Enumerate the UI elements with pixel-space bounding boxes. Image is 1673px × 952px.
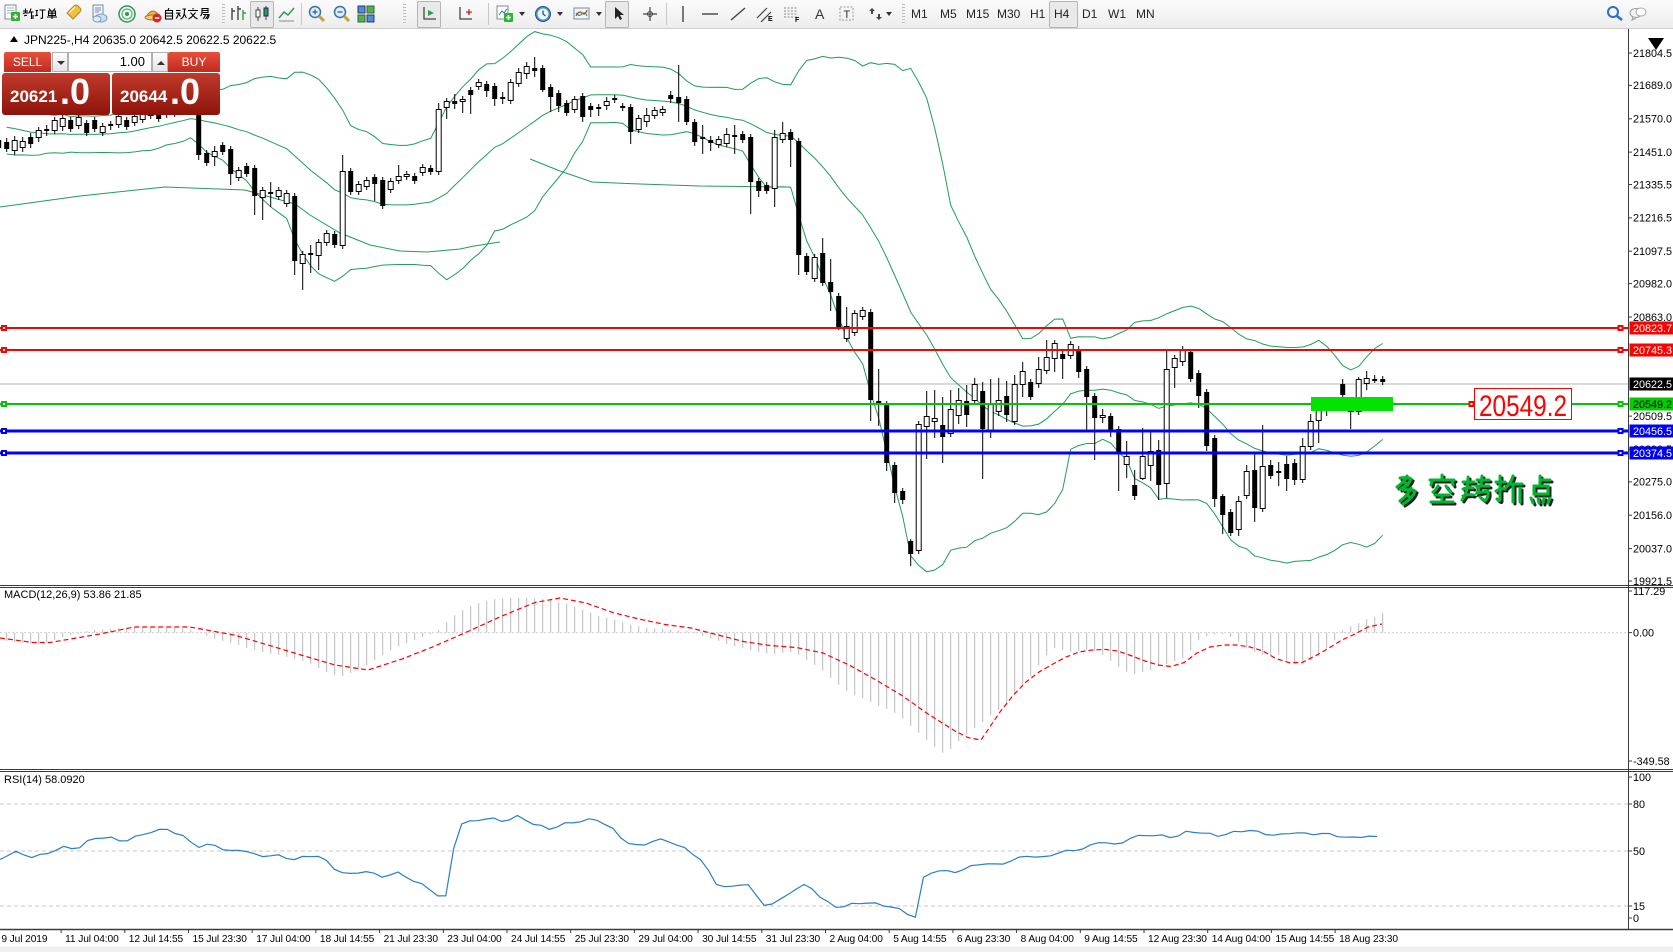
svg-text:0: 0 bbox=[1633, 913, 1639, 925]
svg-text:2 Aug 04:00: 2 Aug 04:00 bbox=[830, 934, 884, 945]
svg-text:80: 80 bbox=[1633, 799, 1645, 811]
svg-text:MACD(12,26,9) 53.86 21.85: MACD(12,26,9) 53.86 21.85 bbox=[4, 589, 142, 601]
svg-text:21335.5: 21335.5 bbox=[1633, 179, 1672, 191]
svg-text:25 Jul 23:30: 25 Jul 23:30 bbox=[575, 934, 630, 945]
svg-text:21 Jul 23:30: 21 Jul 23:30 bbox=[384, 934, 439, 945]
svg-text:29 Jul 04:00: 29 Jul 04:00 bbox=[638, 934, 693, 945]
svg-text:20037.0: 20037.0 bbox=[1633, 543, 1672, 555]
svg-text:50: 50 bbox=[1633, 846, 1645, 858]
svg-text:20982.0: 20982.0 bbox=[1633, 278, 1672, 290]
svg-text:T: T bbox=[844, 9, 851, 21]
svg-text:14 Aug 04:00: 14 Aug 04:00 bbox=[1212, 934, 1271, 945]
svg-text:24 Jul 14:55: 24 Jul 14:55 bbox=[511, 934, 566, 945]
svg-text:21216.5: 21216.5 bbox=[1633, 213, 1672, 225]
svg-text:20863.0: 20863.0 bbox=[1633, 312, 1672, 324]
svg-text:20509.5: 20509.5 bbox=[1633, 411, 1672, 423]
svg-text:30 Jul 14:55: 30 Jul 14:55 bbox=[702, 934, 757, 945]
svg-text:5 Aug 14:55: 5 Aug 14:55 bbox=[893, 934, 947, 945]
svg-text:23 Jul 04:00: 23 Jul 04:00 bbox=[447, 934, 502, 945]
svg-text:20549.2: 20549.2 bbox=[1633, 399, 1672, 411]
svg-text:9 Aug 14:55: 9 Aug 14:55 bbox=[1084, 934, 1138, 945]
svg-text:-349.58: -349.58 bbox=[1633, 756, 1670, 768]
svg-text:20745.3: 20745.3 bbox=[1633, 345, 1672, 357]
svg-text:JPN225-,H4 20635.0 20642.5 20: JPN225-,H4 20635.0 20642.5 20622.5 20622… bbox=[24, 33, 277, 47]
svg-text:8 Aug 04:00: 8 Aug 04:00 bbox=[1021, 934, 1075, 945]
svg-text:F: F bbox=[795, 17, 800, 24]
svg-text:21570.0: 21570.0 bbox=[1633, 114, 1672, 126]
svg-text:18 Aug 23:30: 18 Aug 23:30 bbox=[1339, 934, 1398, 945]
svg-text:21097.5: 21097.5 bbox=[1633, 246, 1672, 258]
svg-text:15 Aug 14:55: 15 Aug 14:55 bbox=[1275, 934, 1334, 945]
svg-text:15 Jul 23:30: 15 Jul 23:30 bbox=[193, 934, 248, 945]
svg-text:RSI(14) 58.0920: RSI(14) 58.0920 bbox=[4, 774, 85, 786]
svg-text:21804.5: 21804.5 bbox=[1633, 48, 1672, 60]
svg-text:19921.5: 19921.5 bbox=[1633, 576, 1672, 588]
svg-text:20622.5: 20622.5 bbox=[1633, 379, 1672, 391]
svg-text:117.29: 117.29 bbox=[1633, 586, 1665, 598]
svg-text:E: E bbox=[768, 16, 773, 23]
svg-text:A: A bbox=[815, 6, 825, 22]
svg-text:12 Aug 23:30: 12 Aug 23:30 bbox=[1148, 934, 1207, 945]
svg-text:20374.5: 20374.5 bbox=[1633, 448, 1672, 460]
svg-text:6 Aug 23:30: 6 Aug 23:30 bbox=[957, 934, 1011, 945]
svg-text:20823.7: 20823.7 bbox=[1633, 323, 1672, 335]
svg-text:20275.0: 20275.0 bbox=[1633, 477, 1672, 489]
svg-text:11 Jul 04:00: 11 Jul 04:00 bbox=[65, 934, 119, 945]
svg-text:21689.0: 21689.0 bbox=[1633, 80, 1672, 92]
svg-text:12 Jul 14:55: 12 Jul 14:55 bbox=[129, 934, 184, 945]
svg-text:0.00: 0.00 bbox=[1633, 627, 1654, 639]
svg-text:20156.0: 20156.0 bbox=[1633, 510, 1672, 522]
svg-text:9 Jul 2019: 9 Jul 2019 bbox=[1, 934, 47, 945]
svg-text:100: 100 bbox=[1633, 772, 1651, 784]
svg-text:15: 15 bbox=[1633, 901, 1645, 913]
svg-text:20549.2: 20549.2 bbox=[1479, 390, 1567, 423]
svg-text:21451.0: 21451.0 bbox=[1633, 147, 1672, 159]
svg-text:20456.5: 20456.5 bbox=[1633, 426, 1672, 438]
svg-text:18 Jul 14:55: 18 Jul 14:55 bbox=[320, 934, 375, 945]
svg-text:17 Jul 04:00: 17 Jul 04:00 bbox=[256, 934, 311, 945]
svg-text:31 Jul 23:30: 31 Jul 23:30 bbox=[766, 934, 821, 945]
